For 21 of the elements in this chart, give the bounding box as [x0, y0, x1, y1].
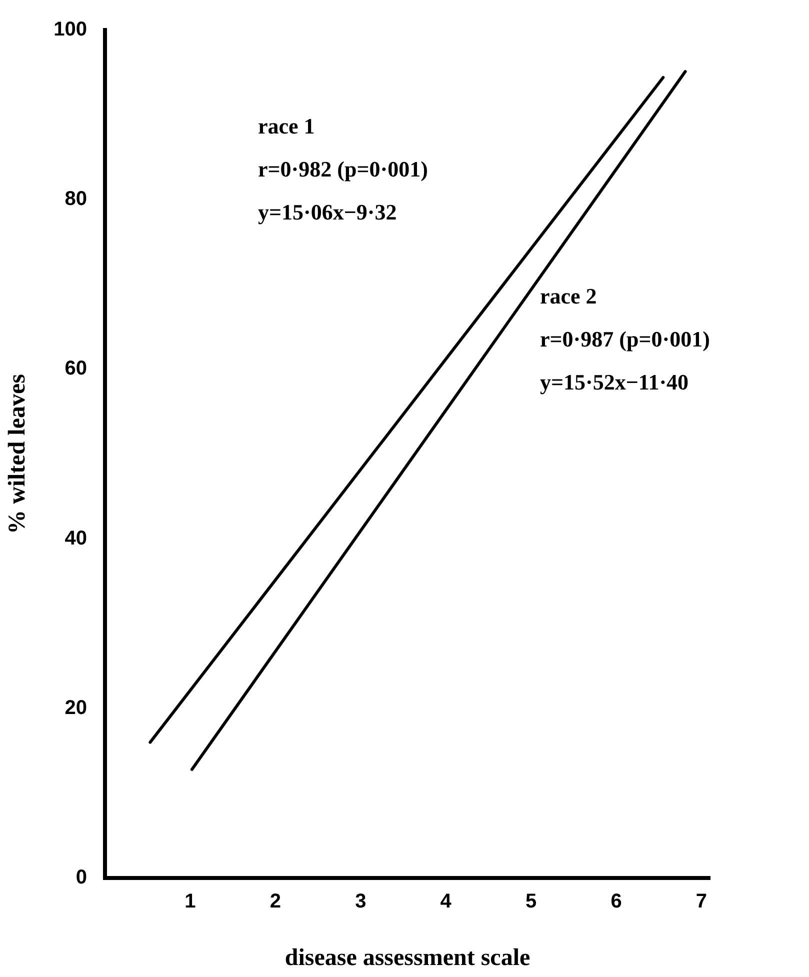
x-tick-label: 7	[696, 890, 708, 913]
y-tick-label: 20	[64, 696, 87, 719]
y-tick-label: 0	[76, 866, 87, 889]
y-tick-label: 40	[64, 527, 87, 550]
x-tick-label: 6	[610, 890, 622, 913]
annotation: y=15·06x−9·32	[258, 200, 397, 225]
x-tick-label: 3	[355, 890, 366, 913]
x-tick-label: 5	[525, 890, 537, 913]
y-tick-label: 80	[64, 188, 87, 210]
y-tick-label: 100	[54, 18, 87, 41]
x-tick-label: 1	[184, 890, 196, 913]
y-tick-label: 60	[64, 358, 87, 380]
x-axis-title: disease assessment scale	[284, 944, 530, 971]
annotation: y=15·52x−11·40	[540, 370, 689, 395]
annotation: race 2	[540, 284, 597, 309]
x-tick-label: 4	[440, 890, 452, 913]
y-axis-title: % wilted leaves	[4, 374, 31, 534]
x-tick-label: 2	[270, 890, 281, 913]
annotation: r=0·987 (p=0·001)	[540, 326, 710, 352]
annotation: r=0·982 (p=0·001)	[258, 156, 428, 182]
annotation: race 1	[258, 114, 315, 139]
